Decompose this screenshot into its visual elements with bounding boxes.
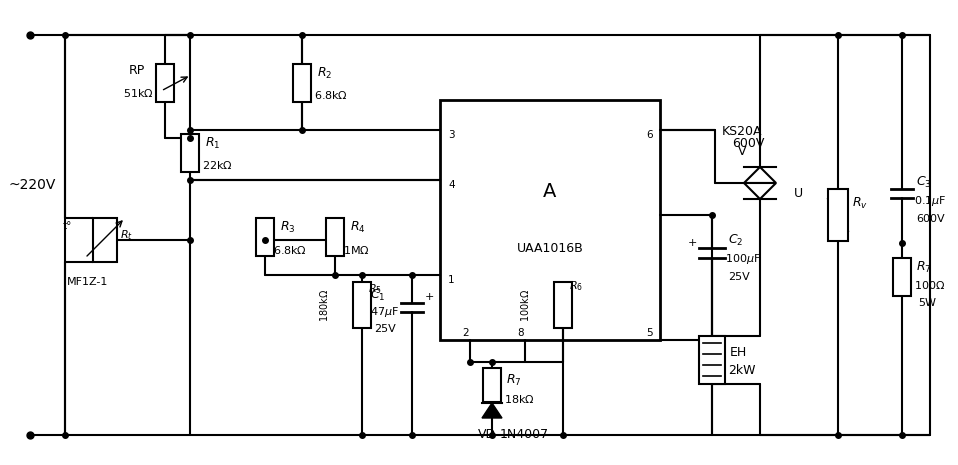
- Bar: [440, 100, 660, 340]
- Text: RP: RP: [129, 64, 146, 77]
- Text: V: V: [738, 145, 746, 158]
- Text: $R_7$: $R_7$: [916, 259, 931, 274]
- Bar: [293, 64, 311, 102]
- Text: 6.8k$\Omega$: 6.8k$\Omega$: [273, 244, 307, 256]
- Bar: [326, 218, 344, 256]
- Text: ~220V: ~220V: [8, 178, 56, 192]
- Text: 100$\mu$F: 100$\mu$F: [725, 252, 761, 266]
- Text: $C_1$: $C_1$: [370, 287, 385, 303]
- Bar: [554, 282, 572, 328]
- Text: A: A: [543, 182, 557, 201]
- Text: KS20A: KS20A: [722, 125, 763, 138]
- Bar: [93, 218, 117, 262]
- Text: 5: 5: [646, 328, 652, 338]
- Bar: [893, 258, 911, 296]
- Text: U: U: [794, 186, 803, 199]
- Text: t°: t°: [63, 221, 73, 231]
- Text: EH: EH: [730, 346, 747, 359]
- Text: $R_4$: $R_4$: [350, 219, 366, 234]
- Bar: [483, 368, 501, 402]
- Text: $R_7$: $R_7$: [506, 372, 521, 387]
- Text: $R_v$: $R_v$: [852, 195, 868, 211]
- Text: 1M$\Omega$: 1M$\Omega$: [343, 244, 370, 256]
- Text: 4: 4: [448, 180, 455, 190]
- Text: 600V: 600V: [732, 137, 764, 150]
- Text: 100$\Omega$: 100$\Omega$: [914, 279, 946, 291]
- Polygon shape: [744, 183, 776, 199]
- Text: +: +: [425, 292, 434, 302]
- Text: $R_t$: $R_t$: [120, 228, 133, 242]
- Text: 180k$\Omega$: 180k$\Omega$: [318, 288, 330, 322]
- Text: $R_1$: $R_1$: [205, 135, 220, 151]
- Text: $R_2$: $R_2$: [317, 66, 332, 80]
- Text: 47$\mu$F: 47$\mu$F: [370, 305, 399, 319]
- Text: 25V: 25V: [374, 324, 396, 334]
- Bar: [699, 336, 725, 384]
- Text: 1N4007: 1N4007: [500, 429, 549, 441]
- Text: 6: 6: [646, 130, 652, 140]
- Text: 25V: 25V: [728, 272, 750, 282]
- Text: 22k$\Omega$: 22k$\Omega$: [202, 159, 233, 171]
- Polygon shape: [482, 403, 502, 418]
- Text: $R_3$: $R_3$: [280, 219, 296, 234]
- Text: +: +: [688, 238, 697, 248]
- Text: $C_2$: $C_2$: [728, 232, 743, 247]
- Text: $R_5$: $R_5$: [368, 282, 382, 296]
- Text: 2: 2: [463, 328, 469, 338]
- Text: 3: 3: [448, 130, 455, 140]
- Text: VD: VD: [478, 429, 496, 441]
- Bar: [828, 189, 848, 241]
- Text: 600V: 600V: [916, 214, 945, 224]
- Text: 5W: 5W: [918, 298, 936, 308]
- Text: 0.1$\mu$F: 0.1$\mu$F: [914, 194, 947, 208]
- Text: $R_6$: $R_6$: [569, 279, 583, 293]
- Bar: [256, 218, 274, 256]
- Bar: [181, 134, 199, 172]
- Text: 100k$\Omega$: 100k$\Omega$: [519, 288, 531, 322]
- Text: $C_3$: $C_3$: [916, 174, 931, 190]
- Polygon shape: [744, 167, 776, 183]
- Text: 1: 1: [448, 275, 455, 285]
- Bar: [156, 64, 174, 102]
- Text: 2kW: 2kW: [728, 364, 756, 377]
- Text: MF1Z-1: MF1Z-1: [67, 277, 108, 287]
- Text: 8: 8: [517, 328, 524, 338]
- Text: 18k$\Omega$: 18k$\Omega$: [504, 393, 535, 405]
- Text: 6.8k$\Omega$: 6.8k$\Omega$: [314, 89, 348, 101]
- Bar: [353, 282, 371, 328]
- Text: UAA1016B: UAA1016B: [516, 242, 583, 255]
- Text: 51k$\Omega$: 51k$\Omega$: [123, 87, 153, 99]
